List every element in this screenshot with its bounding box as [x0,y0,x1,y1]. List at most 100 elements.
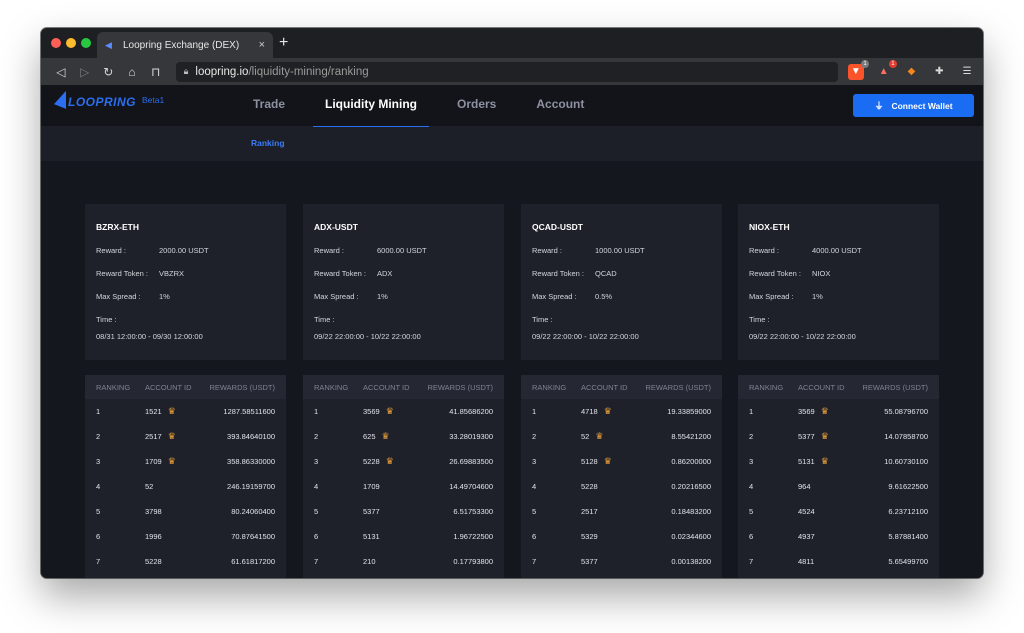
loopring-favicon-icon: ◀ [105,40,112,50]
rank-cell: 7 [314,557,319,566]
rewards-cell: 0.17793800 [453,557,493,566]
extensions-puzzle-icon[interactable]: ✚ [935,66,944,77]
market-pair: NIOX-ETH [749,222,790,232]
brave-shields-icon[interactable]: ▼ 1 [847,59,869,80]
connect-wallet-button[interactable]: ⏚ Connect Wallet [853,94,974,117]
maximize-window-button[interactable] [81,38,91,48]
rewards-cell: 33.28019300 [449,432,493,441]
table-row: 4 964 9.61622500 [738,474,939,499]
max-spread-label: Max Spread : [749,292,794,301]
url-path: /liquidity-mining/ranking [248,65,369,78]
account-id-cell: 625 ♛ [363,431,425,442]
nav-orders[interactable]: Orders [457,97,497,111]
table-row: 2 5377 ♛ 14.07858700 [738,424,939,449]
account-id: 2517 [581,507,598,516]
ranking-table: RANKING ACCOUNT ID REWARDS (USDT) 1 3569 ♛… [738,375,939,578]
max-spread-value: 0.5% [595,292,613,301]
crown-icon: ♛ [820,406,829,416]
table-row: 3 1709 ♛ 358.86330000 [85,449,286,474]
crown-icon: ♛ [167,406,176,416]
close-window-button[interactable] [51,38,61,48]
crown-icon: ♛ [167,431,176,441]
crown-icon: ♛ [381,431,390,441]
account-id: 3569 [798,407,815,416]
crown-icon: ♛ [167,456,176,466]
col-account-id: ACCOUNT ID [798,382,845,392]
account-id-cell: 5377 [363,507,425,516]
account-id-cell: 1709 ♛ [145,456,207,467]
subnav-ranking[interactable]: Ranking [251,138,285,148]
ranking-table: RANKING ACCOUNT ID REWARDS (USDT) 1 3569 ♛… [303,375,504,578]
brave-rewards-icon[interactable]: ▲ 1 [878,59,897,77]
brave-rewards-badge: 1 [889,59,897,68]
new-tab-button[interactable]: + [279,34,289,51]
account-id: 5377 [581,557,598,566]
crown-icon: ♛ [595,431,604,441]
reward-token-value: ADX [377,269,393,278]
forward-icon[interactable]: ▷ [79,64,90,79]
home-icon[interactable]: ⌂ [128,64,136,79]
account-id: 210 [363,557,376,566]
rank-cell: 3 [749,457,754,466]
minimize-window-button[interactable] [66,38,76,48]
nav-trade[interactable]: Trade [253,97,286,111]
table-row: 7 210 0.17793800 [303,549,504,574]
rewards-cell: 246.19159700 [227,482,275,491]
address-bar[interactable]: 🔒︎ loopring.io/liquidity-mining/ranking [175,61,838,82]
loopring-logo[interactable]: LOOPRING Beta1 [54,90,164,114]
reward-token-label: Reward Token : [749,269,801,278]
account-id: 4524 [798,507,815,516]
market-column: NIOX-ETH Reward : 4000.00 USDT Reward Tok… [738,204,939,578]
table-row: 4 1709 14.49704600 [303,474,504,499]
bookmark-icon[interactable]: ⊓ [151,64,161,79]
rewards-cell: 0.20216500 [671,482,711,491]
browser-window: ◀ Loopring Exchange (DEX) × + ◁ ▷ ↻ ⌂ ⊓ … [41,28,983,578]
market-pair: QCAD-USDT [532,222,583,232]
ranking-table-header: RANKING ACCOUNT ID REWARDS (USDT) [521,375,722,399]
col-ranking: RANKING [532,382,567,392]
max-spread-label: Max Spread : [532,292,577,301]
lock-icon: 🔒︎ [183,66,189,76]
rewards-cell: 0.18483200 [671,507,711,516]
account-id: 52 [145,482,154,491]
table-row: 1 3569 ♛ 41.85686200 [303,399,504,424]
rewards-cell: 0.00138200 [671,557,711,566]
table-row: 2 2517 ♛ 393.84640100 [85,424,286,449]
account-id-cell: 4811 [798,557,860,566]
rewards-cell: 1287.58511600 [223,407,275,416]
account-id-cell: 5131 ♛ [798,456,860,467]
table-row: 853883.44341400 [738,574,939,578]
market-info-card: QCAD-USDT Reward : 1000.00 USDT Reward To… [521,204,722,360]
browser-menu-icon[interactable]: ☰ [962,66,972,77]
table-row: 6 4937 5.87881400 [738,524,939,549]
col-ranking: RANKING [749,382,784,392]
reload-icon[interactable]: ↻ [103,64,114,79]
crown-icon: ♛ [603,406,612,416]
table-row: 6 5131 1.96722500 [303,524,504,549]
account-id-cell: 5228 ♛ [363,456,425,467]
connect-wallet-label: Connect Wallet [891,100,953,111]
metamask-icon[interactable]: ◆ [907,66,916,77]
rewards-cell: 41.85686200 [449,407,493,416]
account-id-cell: 52 ♛ [581,431,643,442]
rank-cell: 2 [314,432,319,441]
rank-cell: 7 [96,557,101,566]
rewards-cell: 6.23712100 [888,507,928,516]
rewards-cell: 80.24060400 [231,507,275,516]
market-column: ADX-USDT Reward : 6000.00 USDT Reward Tok… [303,204,504,578]
max-spread-label: Max Spread : [314,292,359,301]
nav-account[interactable]: Account [536,97,585,111]
reward-token-value: VBZRX [159,269,185,278]
nav-liquidity-mining[interactable]: Liquidity Mining [313,85,429,128]
col-account-id: ACCOUNT ID [363,382,410,392]
max-spread-value: 1% [159,292,170,301]
rank-cell: 2 [532,432,537,441]
browser-tab[interactable]: ◀ Loopring Exchange (DEX) × [97,32,273,58]
tab-close-icon[interactable]: × [258,39,265,51]
time-label: Time : [749,315,770,324]
reward-label: Reward : [96,246,127,255]
rank-cell: 2 [96,432,101,441]
back-icon[interactable]: ◁ [56,64,66,79]
account-id: 5329 [581,532,598,541]
rank-cell: 1 [314,407,319,416]
